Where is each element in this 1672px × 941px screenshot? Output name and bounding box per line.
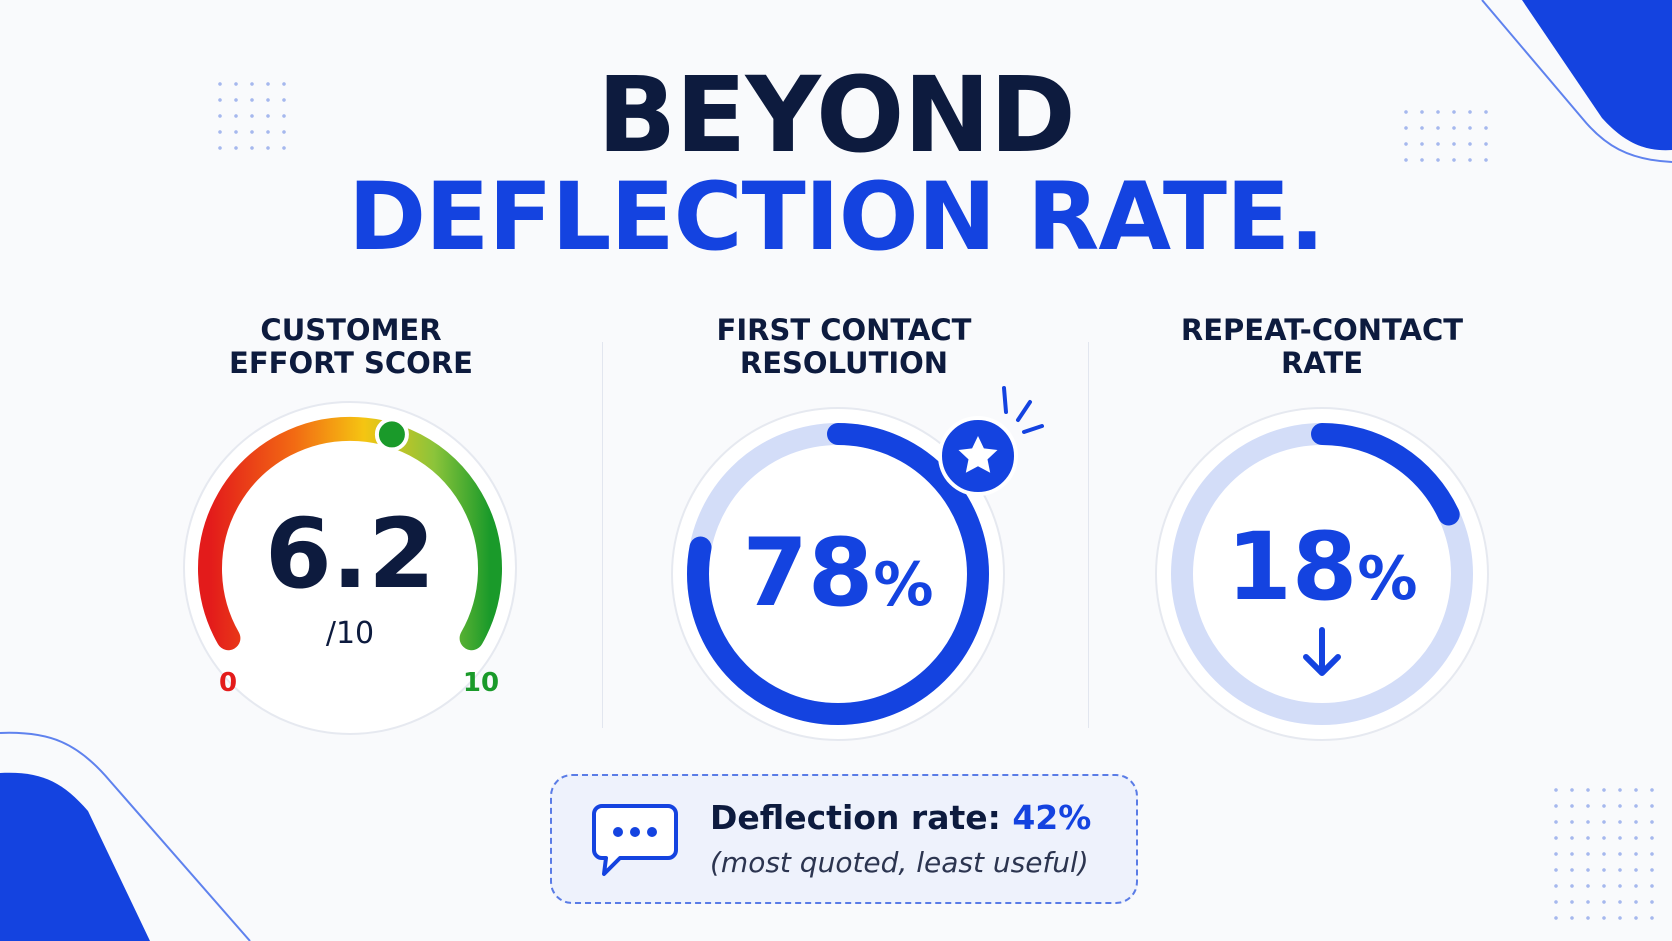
dot-grid-decoration <box>1548 782 1660 932</box>
gauge-max-label: 10 <box>462 668 500 698</box>
arrow-down-icon <box>1298 626 1346 680</box>
metric-label-effort-score: CUSTOMER EFFORT SCORE <box>131 314 571 380</box>
gauge-level-knob <box>374 417 409 452</box>
metric-label-repeat-contact-rate: REPEAT-CONTACT RATE <box>1102 314 1542 380</box>
metric-label-line: FIRST CONTACT <box>716 313 972 347</box>
metric-label-line: RATE <box>1280 346 1364 380</box>
column-divider <box>1088 342 1089 728</box>
repeat-contact-rate-ring <box>1152 404 1492 744</box>
callout-note: (most quoted, least useful) <box>710 846 1089 879</box>
metric-label-line: RESOLUTION <box>739 346 949 380</box>
dot-grid-decoration <box>212 76 292 160</box>
deflection-rate-callout: Deflection rate: 42% (most quoted, least… <box>550 774 1138 904</box>
first-contact-resolution-value: 78% <box>718 524 958 635</box>
metric-label-line: CUSTOMER <box>260 313 442 347</box>
progress-arc <box>687 423 989 725</box>
metric-number: 78 <box>742 519 874 628</box>
progress-arc <box>1171 423 1473 725</box>
metric-unit: % <box>1357 544 1418 614</box>
corner-decoration-top-right <box>1432 0 1672 200</box>
metric-label-line: REPEAT-CONTACT <box>1180 313 1464 347</box>
repeat-contact-rate-value: 18% <box>1202 518 1442 629</box>
column-divider <box>602 342 603 728</box>
chat-bubble-icon <box>592 802 680 878</box>
callout-value: 42% <box>1012 798 1092 837</box>
metric-label-first-contact-resolution: FIRST CONTACT RESOLUTION <box>624 314 1064 380</box>
corner-decoration-bottom-left <box>0 701 260 941</box>
metric-label-line: EFFORT SCORE <box>229 346 473 380</box>
star-icon <box>958 436 998 473</box>
metric-number: 18 <box>1226 513 1358 622</box>
first-contact-resolution-ring <box>668 404 1008 744</box>
star-badge <box>938 386 1058 496</box>
gauge-min-label: 0 <box>218 668 238 698</box>
effort-score-gauge <box>180 398 520 738</box>
effort-score-value: 6.2 <box>264 498 436 610</box>
callout-label: Deflection rate: <box>710 798 1001 837</box>
gauge-arc <box>198 416 502 651</box>
callout-text: Deflection rate: 42% <box>710 798 1091 837</box>
metric-unit: % <box>873 550 934 620</box>
effort-score-suffix: /10 <box>325 616 375 651</box>
page-title-line1: BEYOND <box>597 54 1076 176</box>
page-title-line2: DEFLECTION RATE. <box>348 163 1325 272</box>
dot-grid-decoration <box>1398 104 1494 172</box>
